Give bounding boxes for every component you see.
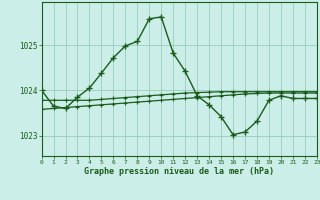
X-axis label: Graphe pression niveau de la mer (hPa): Graphe pression niveau de la mer (hPa): [84, 167, 274, 176]
